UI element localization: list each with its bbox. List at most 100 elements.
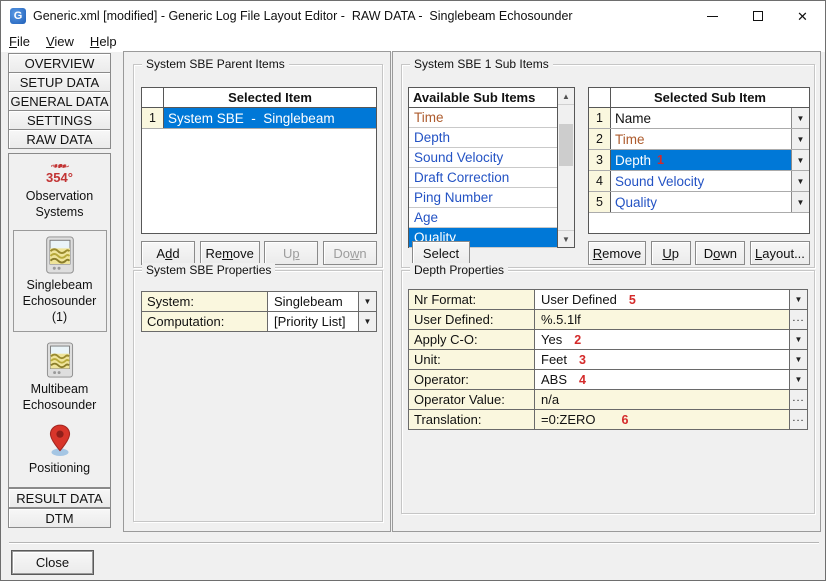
- select-button[interactable]: Select: [412, 241, 470, 265]
- chevron-down-icon: ▼: [794, 335, 803, 344]
- sidebar-item-observation-systems[interactable]: Observation Systems: [25, 189, 94, 219]
- sbe-properties-grid: System: Singlebeam ▼ Computation: [Prior…: [141, 291, 377, 332]
- close-window-button[interactable]: ✕: [780, 1, 825, 31]
- list-item[interactable]: Ping Number: [409, 188, 557, 208]
- dropdown-button[interactable]: ▼: [358, 292, 376, 311]
- selected-sub-item-table: Selected Sub Item 1 Name ▼ 2 Time ▼ 3 De…: [588, 87, 810, 234]
- property-row: Computation: [Priority List] ▼: [141, 311, 377, 332]
- sidebar-item-general-data[interactable]: GENERAL DATA: [8, 91, 111, 111]
- sidebar-nav: OVERVIEW SETUP DATA GENERAL DATA SETTING…: [8, 53, 111, 149]
- property-name: System:: [142, 292, 268, 311]
- property-value: %.5.1lf: [535, 310, 789, 329]
- dropdown-button[interactable]: ▼: [358, 312, 376, 331]
- ellipsis-button[interactable]: ...: [789, 390, 807, 409]
- sidebar-item-singlebeam-echosounder[interactable]: Singlebeam Echosounder (1): [12, 230, 107, 333]
- remove-button[interactable]: Re m ove: [199, 241, 260, 265]
- table-row[interactable]: 4 Sound Velocity ▼: [589, 171, 809, 192]
- echosounder-icon: [45, 236, 74, 274]
- menu-view[interactable]: View: [45, 34, 74, 49]
- value-text: ABS: [541, 372, 568, 387]
- ellipsis-icon: ...: [792, 312, 805, 324]
- down-button[interactable]: Do w n: [322, 241, 377, 265]
- property-row: User Defined: %.5.1lf ...: [408, 309, 808, 330]
- dropdown-button[interactable]: ▼: [789, 370, 807, 389]
- dropdown-button[interactable]: ▼: [789, 330, 807, 349]
- list-item[interactable]: Draft Correction: [409, 168, 557, 188]
- footer-divider: [9, 542, 819, 544]
- property-name: User Defined:: [409, 310, 535, 329]
- group-title: System SBE Properties: [142, 263, 276, 277]
- systems-panel: 354° Observation Systems Singlebeam Echo…: [8, 153, 111, 488]
- sidebar-item-overview[interactable]: OVERVIEW: [8, 53, 111, 73]
- minimize-icon: [707, 15, 718, 17]
- sidebar-item-multibeam-echosounder[interactable]: Multibeam Echosounder: [17, 342, 103, 413]
- annotation-badge: 2: [574, 332, 582, 347]
- sidebar-item-settings[interactable]: SETTINGS: [8, 110, 111, 130]
- property-row: Nr Format: User Defined 5 ▼: [408, 289, 808, 310]
- value-text: User Defined: [541, 292, 617, 307]
- depth-properties-groupbox: Depth Properties Nr Format: User Defined…: [401, 263, 815, 514]
- positioning-pin-icon: [49, 424, 70, 457]
- row-label: Time: [615, 131, 645, 147]
- dropdown-button[interactable]: ▼: [791, 192, 809, 212]
- list-item[interactable]: Sound Velocity: [409, 148, 557, 168]
- table-row[interactable]: 1 Name ▼: [589, 108, 809, 129]
- table-row[interactable]: 5 Quality ▼: [589, 192, 809, 213]
- dropdown-button[interactable]: ▼: [791, 108, 809, 128]
- list-item[interactable]: Depth: [409, 128, 557, 148]
- property-value: ABS 4: [535, 370, 789, 389]
- property-value: =0:ZERO 6: [535, 410, 789, 429]
- row-label: Quality: [615, 194, 658, 210]
- sub-items-pane: System SBE 1 Sub Items Available Sub Ite…: [392, 51, 821, 532]
- menu-help[interactable]: Help: [89, 34, 117, 49]
- scroll-up-icon[interactable]: ▲: [558, 88, 574, 105]
- menu-file[interactable]: File: [9, 34, 30, 49]
- property-name: Translation:: [409, 410, 535, 429]
- dropdown-button[interactable]: ▼: [791, 171, 809, 191]
- list-item[interactable]: Time: [409, 108, 557, 128]
- property-row: Unit: Feet 3 ▼: [408, 349, 808, 370]
- group-title: System SBE Parent Items: [142, 57, 289, 71]
- ellipsis-button[interactable]: ...: [789, 410, 807, 429]
- property-row: Operator: ABS 4 ▼: [408, 369, 808, 390]
- maximize-button[interactable]: [735, 1, 780, 31]
- property-value: [Priority List]: [274, 314, 346, 329]
- singlebeam-label: Singlebeam Echosounder (1): [22, 278, 97, 324]
- scrollbar[interactable]: ▲ ▼: [557, 88, 574, 247]
- close-button[interactable]: Close: [11, 550, 94, 575]
- positioning-label: Positioning: [28, 461, 91, 476]
- scrollbar-thumb[interactable]: [559, 124, 573, 166]
- menu-bar: File View Help: [1, 31, 825, 52]
- dropdown-button[interactable]: ▼: [789, 290, 807, 309]
- dropdown-button[interactable]: ▼: [791, 150, 809, 170]
- row-number-header: [589, 88, 611, 107]
- title-bar: G Generic.xml [modified] - Generic Log F…: [1, 1, 825, 31]
- ellipsis-button[interactable]: ...: [789, 310, 807, 329]
- sidebar-item-setup-data[interactable]: SETUP DATA: [8, 72, 111, 92]
- table-row[interactable]: 3 Depth 1 ▼: [589, 150, 809, 171]
- dropdown-button[interactable]: ▼: [789, 350, 807, 369]
- table-row[interactable]: 1 System SBE - Singlebeam: [142, 108, 376, 129]
- minimize-button[interactable]: [690, 1, 735, 31]
- annotation-badge: 1: [657, 153, 664, 167]
- dropdown-button[interactable]: ▼: [791, 129, 809, 149]
- sidebar-item-result-data[interactable]: RESULT DATA: [8, 488, 111, 508]
- sidebar-item-dtm[interactable]: DTM: [8, 508, 111, 528]
- list-item[interactable]: Age: [409, 208, 557, 228]
- sidebar-item-positioning[interactable]: Positioning: [29, 423, 90, 477]
- property-row: Apply C-O: Yes 2 ▼: [408, 329, 808, 350]
- property-name: Nr Format:: [409, 290, 535, 309]
- table-row[interactable]: 2 Time ▼: [589, 129, 809, 150]
- table-header: Selected Sub Item: [589, 88, 809, 108]
- scroll-down-icon[interactable]: ▼: [558, 230, 574, 247]
- row-label: Depth 1: [611, 150, 791, 170]
- property-row: System: Singlebeam ▼: [141, 291, 377, 312]
- sidebar-item-raw-data[interactable]: RAW DATA: [8, 129, 111, 149]
- property-name: Operator:: [409, 370, 535, 389]
